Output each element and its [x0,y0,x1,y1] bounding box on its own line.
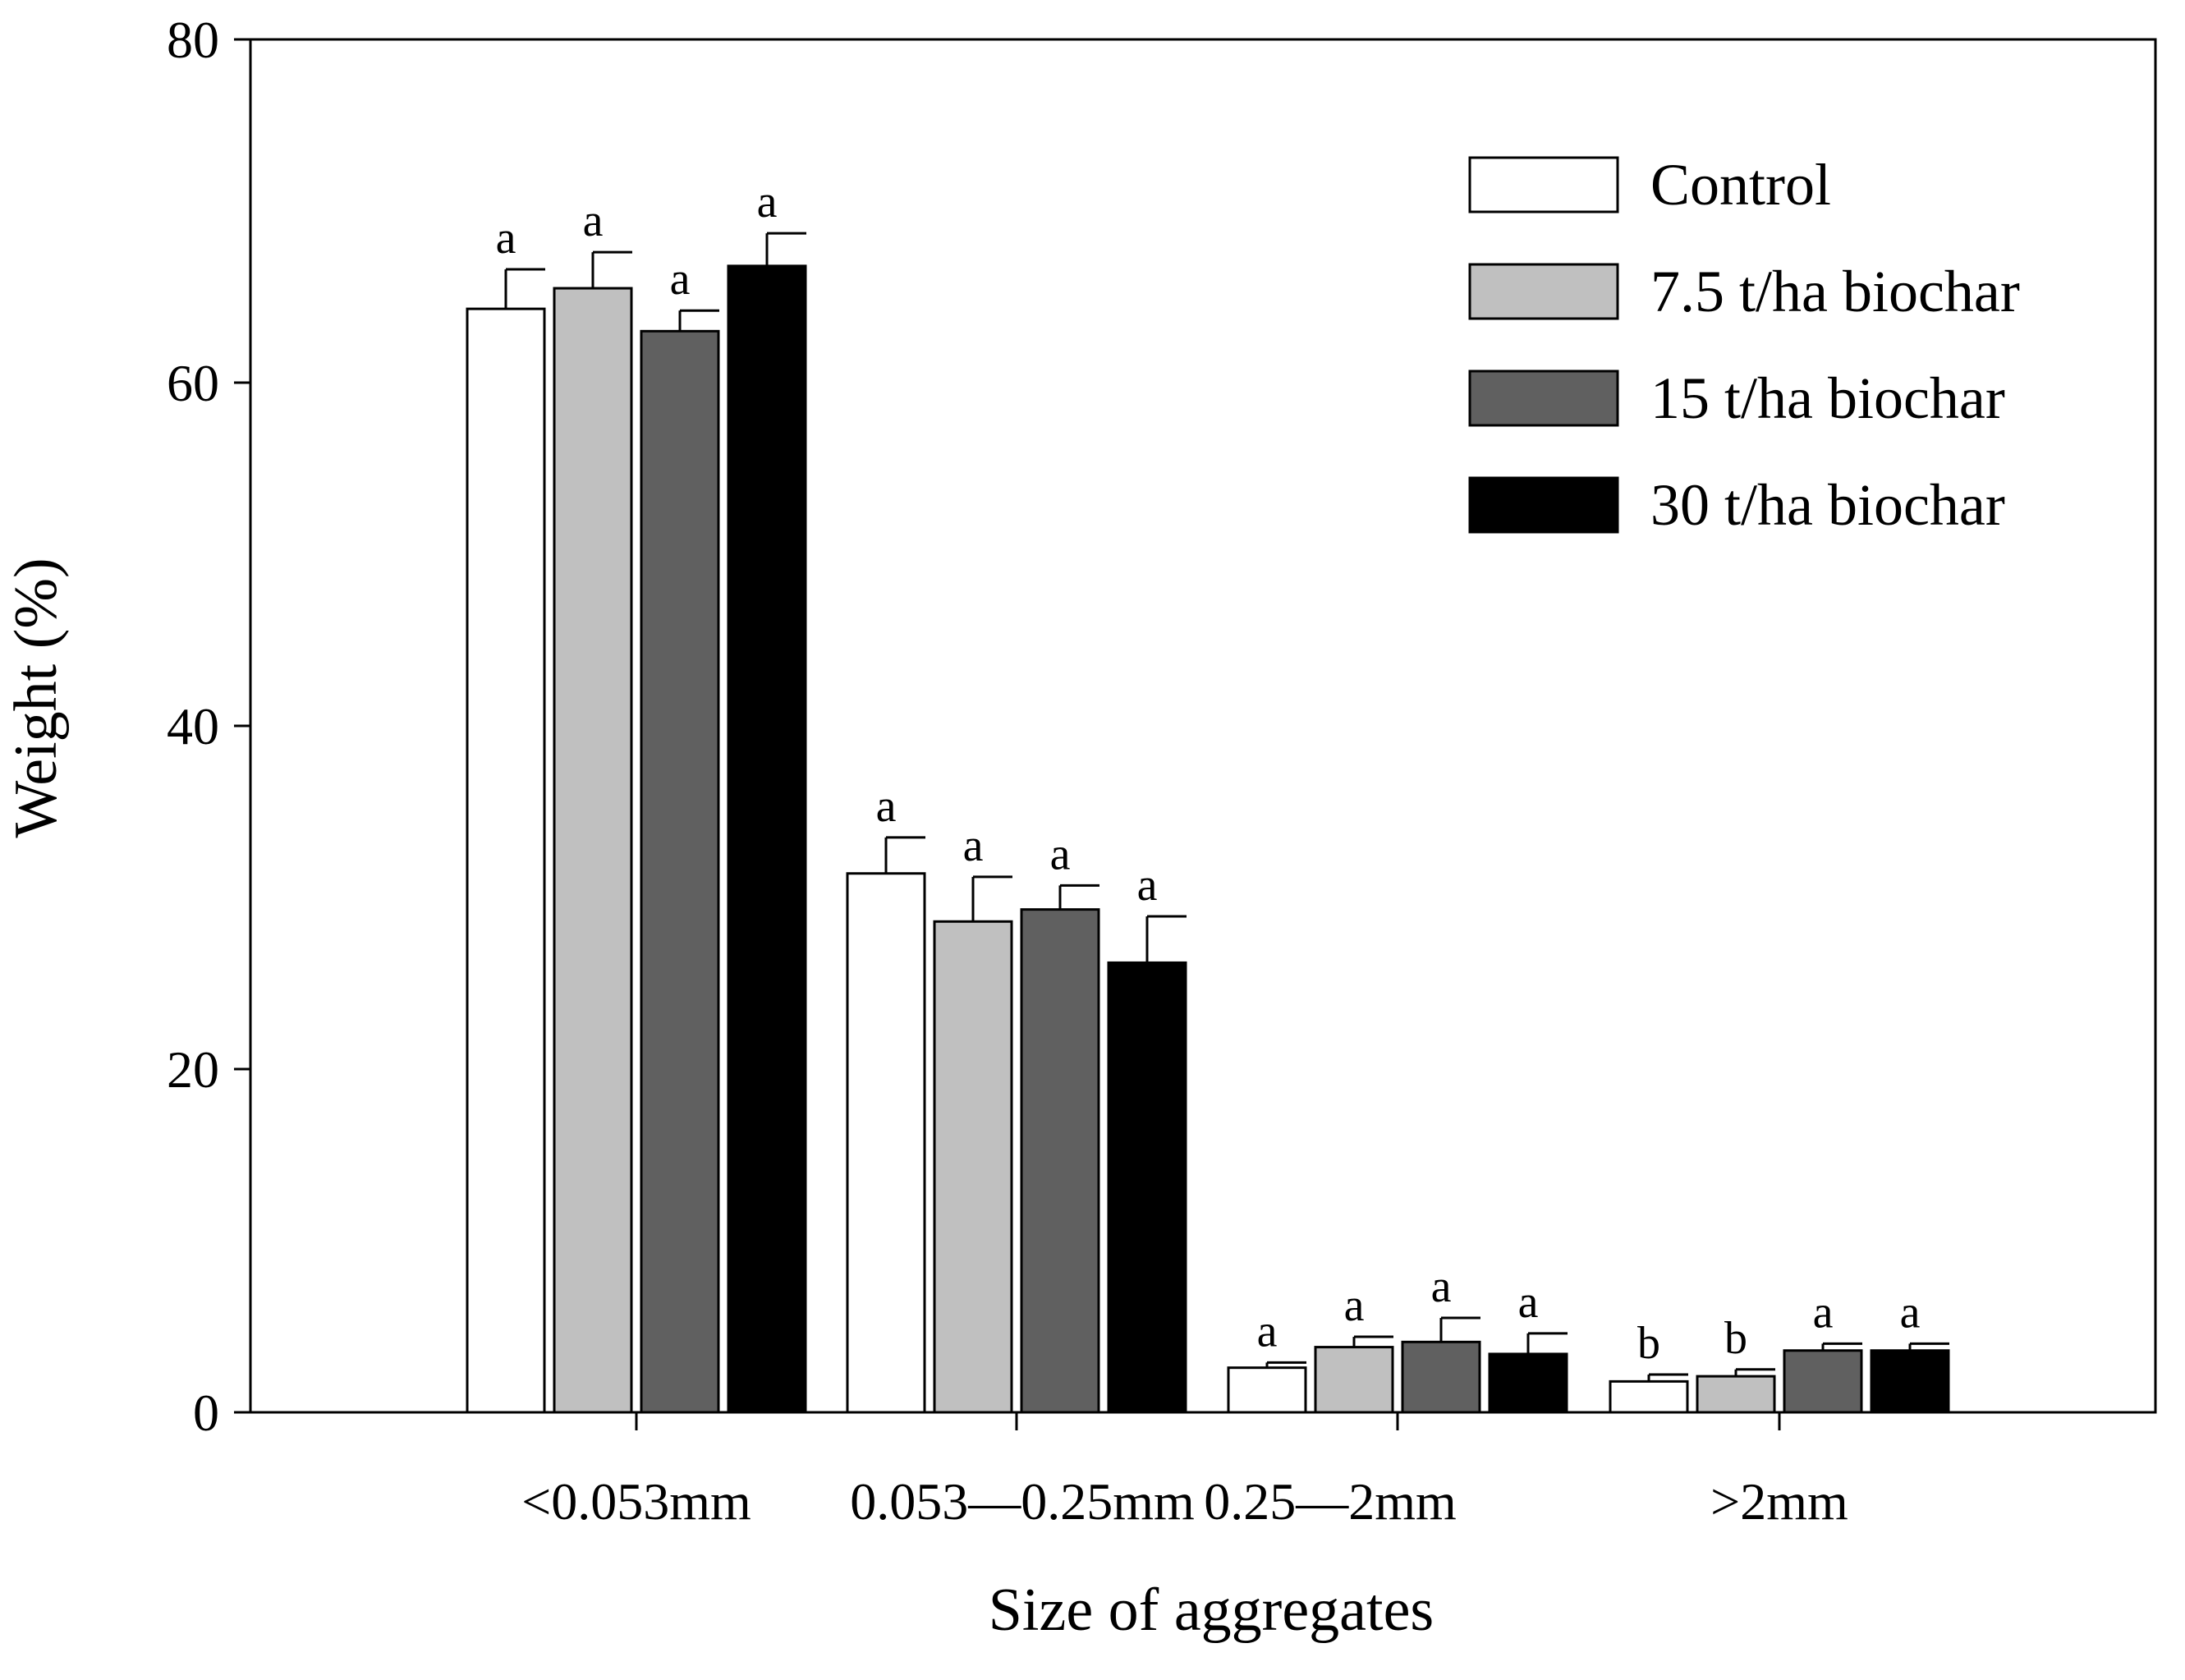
bar [1107,961,1187,1414]
y-tick-label: 40 [167,697,219,755]
bar [1783,1349,1863,1414]
y-tick-label: 0 [193,1384,219,1442]
y-axis-title: Weight (%) [2,558,70,838]
significance-label: a [1518,1277,1539,1328]
legend-label: 7.5 t/ha biochar [1650,259,2020,324]
bar [1488,1352,1568,1414]
significance-label: a [1813,1287,1834,1338]
legend-label: 15 t/ha biochar [1650,365,2005,431]
bar [1020,908,1100,1414]
legend: Control 7.5 t/ha biochar 15 t/ha biochar 30… [1468,152,2020,538]
bar [1696,1375,1776,1414]
bar [846,872,926,1414]
legend-label: Control [1650,152,1831,218]
significance-label: a [1050,829,1071,879]
bar [727,264,807,1414]
significance-label: a [670,254,691,305]
legend-swatch [1468,263,1619,320]
y-tick-label: 20 [167,1040,219,1099]
bar [640,329,720,1414]
series-30-t-ha-biochar: a a a a [727,177,1950,1414]
x-tick-label: 0.25—2mm [1204,1472,1457,1531]
x-axis-title: Size of aggregates [989,1577,1434,1644]
x-axis: <0.053mm 0.053—0.25mm 0.25—2mm >2mm [521,1412,1848,1531]
legend-swatch [1468,476,1619,534]
bar [1609,1379,1689,1414]
y-tick-label: 60 [167,354,219,412]
bar [1227,1366,1307,1414]
significance-label: a [1344,1280,1365,1331]
significance-label: a [963,820,984,871]
significance-label: a [757,177,778,227]
legend-swatch [1468,370,1619,427]
significance-label: a [1900,1287,1921,1338]
bar [1401,1340,1481,1414]
legend-label: 30 t/ha biochar [1650,472,2005,538]
bar [553,287,633,1414]
significance-label: a [496,213,516,264]
significance-label: a [583,195,604,246]
y-tick-label: 80 [167,11,219,69]
x-tick-label: >2mm [1710,1472,1848,1531]
y-axis: 0 20 40 60 80 [167,11,250,1442]
significance-label: a [876,781,897,832]
significance-label: b [1637,1318,1660,1369]
legend-swatch [1468,156,1619,213]
bar [1870,1349,1950,1414]
bar [1314,1346,1394,1414]
series-15-t-ha-biochar: a a a a [640,254,1863,1414]
x-tick-label: <0.053mm [521,1472,751,1531]
significance-label: a [1431,1261,1452,1312]
bar [466,307,546,1414]
bar-series-group: a a a b a a a b a a a a a a a a [466,177,1950,1414]
series-control: a a a b [466,213,1689,1414]
bar [933,920,1013,1414]
x-tick-label: 0.053—0.25mm [850,1472,1195,1531]
significance-label: a [1257,1306,1278,1356]
significance-label: a [1137,860,1158,911]
series-7-5-t-ha-biochar: a a a b [553,195,1776,1414]
significance-label: b [1724,1313,1747,1364]
